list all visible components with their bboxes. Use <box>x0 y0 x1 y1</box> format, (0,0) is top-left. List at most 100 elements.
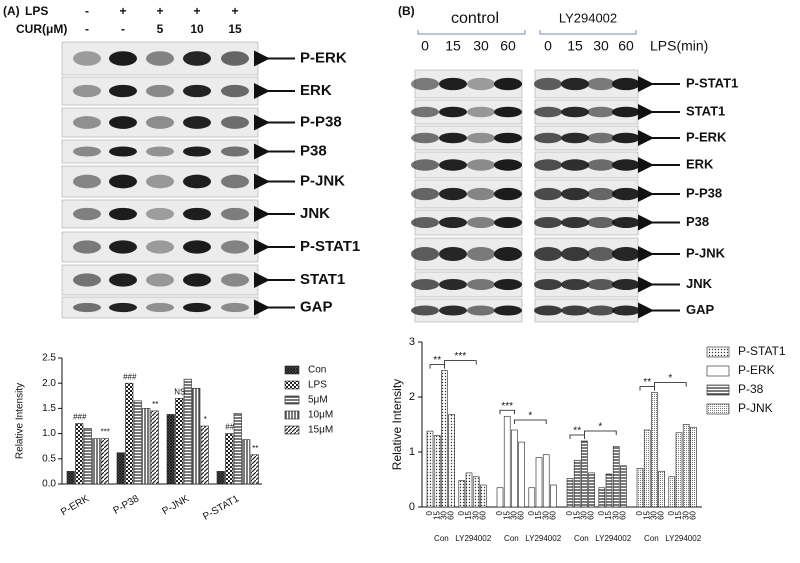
band-signal <box>411 187 439 201</box>
time: 60 <box>618 38 634 54</box>
legend-label: 15μM <box>308 425 333 436</box>
band-signal <box>587 279 615 290</box>
annotation: ** <box>152 400 158 409</box>
band-signal <box>109 302 137 313</box>
lps-label: LPS <box>25 4 48 18</box>
band-signal <box>109 51 137 66</box>
band-signal <box>561 279 589 290</box>
band-signal <box>73 51 101 66</box>
legend-swatch <box>284 365 300 375</box>
x-tick-label: 0 <box>527 510 536 515</box>
bar <box>598 487 606 508</box>
bar <box>83 428 92 485</box>
band-signal <box>146 51 174 66</box>
band-signal <box>183 302 211 313</box>
band-signal <box>73 84 101 98</box>
bar <box>573 459 581 508</box>
x-tick-label: P-P38 <box>111 493 141 517</box>
band-signal <box>73 273 101 287</box>
panel-label: (A) <box>3 4 20 18</box>
bar <box>588 472 595 508</box>
band-signal <box>467 159 495 171</box>
bar <box>125 382 134 485</box>
cur-dose: - <box>121 22 125 36</box>
band-signal <box>587 77 615 91</box>
annotation: *** <box>501 401 513 412</box>
annotation: *** <box>101 428 110 437</box>
band-signal <box>439 217 467 228</box>
band-signal <box>612 77 640 91</box>
band-signal <box>221 84 249 98</box>
annotation: * <box>528 411 532 422</box>
x-tick-label: 30 <box>681 510 690 519</box>
x-tick-label: 0 <box>425 510 434 515</box>
band-signal <box>109 174 137 189</box>
band-signal <box>561 106 589 118</box>
band-label: STAT1 <box>300 271 345 288</box>
x-tick-label: 0 <box>635 510 644 515</box>
band-signal <box>221 174 249 189</box>
x-tick-label: 60 <box>587 510 596 519</box>
bar <box>133 400 142 485</box>
condition-label: Con <box>434 534 449 543</box>
annotation: * <box>598 422 602 433</box>
band-signal <box>109 273 137 287</box>
band-signal <box>494 246 522 262</box>
x-tick-label: 60 <box>447 510 456 519</box>
bar <box>542 454 550 508</box>
bracket <box>654 382 687 387</box>
band-signal <box>73 116 101 129</box>
x-tick-label: P-STAT1 <box>201 493 241 523</box>
x-tick-label: P-JNK <box>161 493 192 517</box>
band-signal <box>183 51 211 66</box>
band-signal <box>587 217 615 228</box>
band-label: GAP <box>300 298 333 315</box>
bracket <box>584 430 617 435</box>
band-signal <box>612 217 640 228</box>
annotation: * <box>204 415 207 424</box>
x-tick-label: 30 <box>510 510 519 519</box>
band-label: JNK <box>686 276 713 291</box>
band-signal <box>467 77 495 91</box>
y-tick-label: 1.5 <box>42 403 56 414</box>
band-signal <box>146 273 174 287</box>
band-label: STAT1 <box>686 103 725 118</box>
annotation: ** <box>643 377 651 388</box>
x-tick-label: 0 <box>565 510 574 515</box>
band-signal <box>411 246 439 262</box>
band-signal <box>411 305 439 316</box>
bar <box>183 378 192 485</box>
bar <box>92 438 101 485</box>
band-signal <box>467 305 495 316</box>
bar <box>682 424 690 508</box>
band-signal <box>109 207 137 221</box>
band-signal <box>411 106 439 118</box>
band-signal <box>439 159 467 171</box>
band-label: P-STAT1 <box>686 75 738 90</box>
annotation: ## <box>225 423 234 432</box>
bar <box>636 468 644 508</box>
bar <box>66 471 75 485</box>
band-signal <box>561 246 589 262</box>
bracket <box>429 364 445 369</box>
y-tick-label: 2.0 <box>42 378 56 389</box>
band-signal <box>467 187 495 201</box>
band-signal <box>587 246 615 262</box>
x-tick-label: 60 <box>619 510 628 519</box>
time-label: LPS(min) <box>650 38 708 54</box>
band-signal <box>561 217 589 228</box>
band-signal <box>183 240 211 254</box>
bar <box>690 426 697 508</box>
x-tick-label: 60 <box>689 510 698 519</box>
band-signal <box>439 132 467 144</box>
bar <box>518 441 525 508</box>
band-signal <box>411 77 439 91</box>
band-label: P-JNK <box>686 245 726 260</box>
bracket <box>499 409 515 415</box>
condition-label: Con <box>644 534 659 543</box>
band-signal <box>183 84 211 98</box>
y-axis-label: Relative Intensity <box>15 383 26 459</box>
band-signal <box>467 132 495 144</box>
condition-label: LY294002 <box>455 534 491 543</box>
time: 15 <box>445 38 461 54</box>
